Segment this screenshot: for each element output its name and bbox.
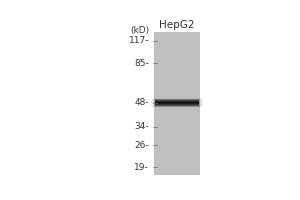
FancyBboxPatch shape (155, 105, 199, 106)
FancyBboxPatch shape (155, 106, 199, 107)
FancyBboxPatch shape (155, 99, 199, 107)
FancyBboxPatch shape (155, 103, 199, 104)
FancyBboxPatch shape (154, 32, 200, 175)
FancyBboxPatch shape (154, 99, 200, 107)
FancyBboxPatch shape (155, 99, 199, 100)
FancyBboxPatch shape (155, 101, 199, 102)
Text: 26-: 26- (134, 141, 149, 150)
FancyBboxPatch shape (155, 102, 199, 103)
FancyBboxPatch shape (155, 102, 199, 103)
FancyBboxPatch shape (155, 100, 199, 101)
Text: 34-: 34- (134, 122, 149, 131)
FancyBboxPatch shape (154, 99, 200, 107)
Text: 19-: 19- (134, 163, 149, 172)
FancyBboxPatch shape (155, 105, 199, 106)
FancyBboxPatch shape (155, 104, 199, 105)
Text: HepG2: HepG2 (159, 20, 195, 30)
Text: 117-: 117- (129, 36, 149, 45)
Text: (kD): (kD) (130, 26, 149, 35)
Text: 48-: 48- (134, 98, 149, 107)
Text: 85-: 85- (134, 59, 149, 68)
FancyBboxPatch shape (155, 100, 199, 101)
FancyBboxPatch shape (155, 99, 199, 100)
FancyBboxPatch shape (153, 99, 201, 107)
FancyBboxPatch shape (155, 104, 199, 105)
FancyBboxPatch shape (155, 103, 199, 104)
